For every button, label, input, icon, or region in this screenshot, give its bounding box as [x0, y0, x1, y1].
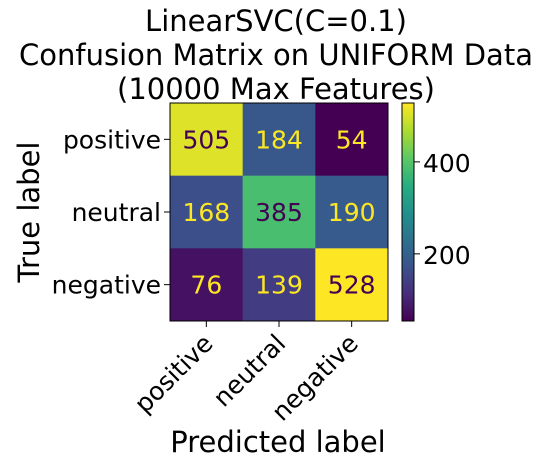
cell-value-label: 505 [182, 125, 230, 154]
heatmap-cell [315, 103, 389, 177]
colorbar-tick-label: 200 [423, 241, 471, 270]
y-axis-label: True label [12, 142, 46, 284]
title-line-1: LinearSVC(C=0.1) [145, 4, 407, 38]
heatmap-cell-labels: 505 184 54 168 385 190 76 139 528 [182, 125, 375, 299]
y-tick-label: negative [52, 271, 161, 300]
heatmap-cell [242, 248, 316, 322]
x-tick-label: positive [129, 329, 219, 419]
colorbar-ticks: 200 400 [414, 149, 471, 270]
chart-title: LinearSVC(C=0.1) Confusion Matrix on UNI… [19, 4, 533, 106]
title-line-2: Confusion Matrix on UNIFORM Data [19, 38, 533, 72]
heatmap-cell [170, 103, 244, 177]
cell-value-label: 190 [328, 198, 376, 227]
heatmap-cell [242, 175, 316, 249]
x-axis-label: Predicted label [170, 425, 386, 459]
heatmap-cells [170, 103, 389, 322]
cell-value-label: 54 [336, 125, 368, 154]
heatmap-cell [242, 103, 316, 177]
y-tick-label: neutral [72, 198, 161, 227]
heatmap-cell [170, 248, 244, 322]
heatmap-cell [315, 248, 389, 322]
cell-value-label: 139 [255, 271, 303, 300]
y-axis: positive neutral negative [52, 125, 170, 300]
y-tick-label: positive [63, 125, 161, 154]
heatmap-cell [315, 175, 389, 249]
cell-value-label: 184 [255, 125, 303, 154]
cell-value-label: 528 [328, 271, 376, 300]
cell-value-label: 168 [182, 198, 230, 227]
colorbar [401, 102, 415, 322]
title-line-3: (10000 Max Features) [117, 72, 435, 106]
cell-value-label: 385 [255, 198, 303, 227]
cell-value-label: 76 [190, 271, 222, 300]
colorbar-tick-label: 400 [423, 149, 471, 178]
heatmap-cell [170, 175, 244, 249]
